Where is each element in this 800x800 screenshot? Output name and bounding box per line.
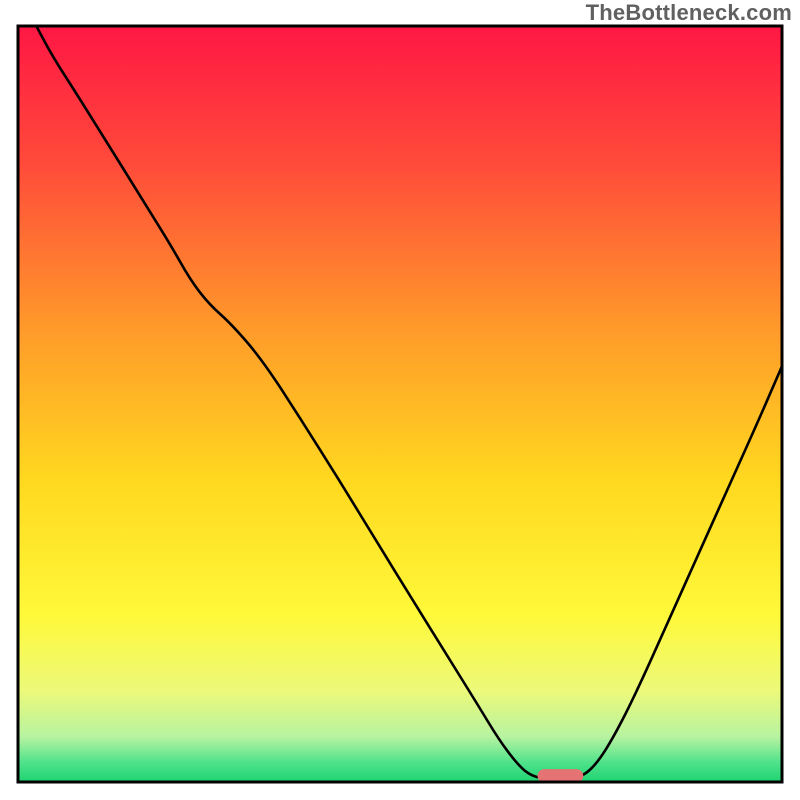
bottleneck-chart: [0, 0, 800, 800]
watermark-text: TheBottleneck.com: [586, 0, 792, 26]
chart-container: TheBottleneck.com: [0, 0, 800, 800]
gradient-background: [18, 26, 782, 782]
